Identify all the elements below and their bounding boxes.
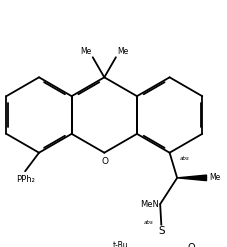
Text: Me: Me [80,47,91,56]
Text: abs: abs [179,156,188,161]
Text: S: S [158,226,164,236]
Text: O: O [101,157,108,166]
Text: MeN: MeN [139,200,158,209]
Text: Me: Me [117,47,128,56]
Text: O: O [187,243,194,247]
Text: t-Bu: t-Bu [112,241,128,247]
Text: abs: abs [143,220,152,225]
Text: PPh₂: PPh₂ [16,175,35,184]
Polygon shape [176,175,206,181]
Text: Me: Me [208,173,219,182]
